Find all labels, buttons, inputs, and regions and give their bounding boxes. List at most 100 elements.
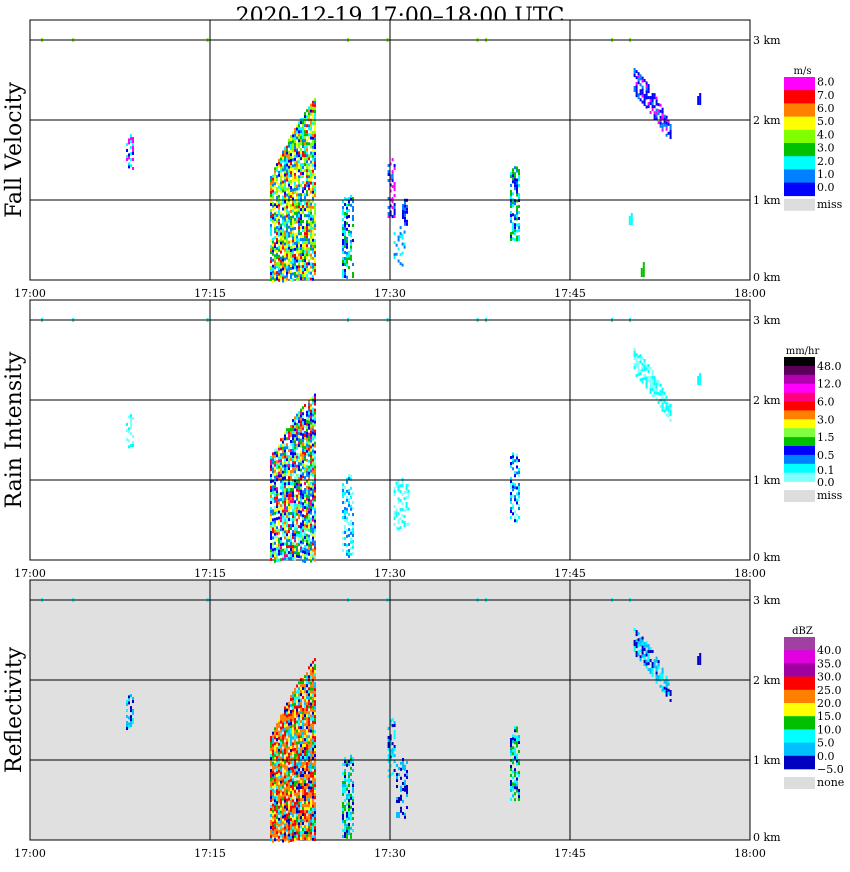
echo-pixel xyxy=(300,157,302,161)
echo-pixel xyxy=(296,527,298,531)
echo-pixel xyxy=(300,759,302,763)
echo-pixel xyxy=(282,270,284,274)
echo-pixel xyxy=(314,119,316,123)
echo-pixel xyxy=(292,736,294,740)
echo-pixel xyxy=(278,811,280,815)
echo-pixel xyxy=(292,805,294,809)
echo-pixel xyxy=(350,805,352,809)
echo-pixel xyxy=(669,699,672,702)
echo-pixel xyxy=(276,508,278,512)
echo-pixel xyxy=(312,533,314,537)
echo-pixel xyxy=(288,815,290,819)
echo-pixel xyxy=(296,232,298,236)
echo-pixel xyxy=(284,245,286,249)
echo-pixel xyxy=(292,443,294,447)
echo-pixel xyxy=(292,817,294,821)
echo-pixel xyxy=(346,495,348,499)
echo-pixel xyxy=(280,543,282,547)
echo-pixel xyxy=(304,831,306,835)
echo-pixel xyxy=(389,204,392,208)
echo-pixel xyxy=(276,517,278,521)
echo-pixel xyxy=(645,659,648,663)
echo-pixel xyxy=(286,509,288,513)
echo-pixel xyxy=(306,765,308,769)
echo-pixel xyxy=(278,793,280,797)
echo-pixel xyxy=(286,247,288,251)
echo-pixel xyxy=(314,489,316,493)
echo-pixel xyxy=(286,792,288,796)
echo-pixel xyxy=(348,775,350,778)
echo-pixel xyxy=(516,501,518,505)
echo-pixel xyxy=(651,665,654,668)
echo-pixel xyxy=(286,774,288,778)
echo-pixel xyxy=(274,218,276,222)
echo-pixel xyxy=(292,422,294,426)
echo-pixel xyxy=(290,216,292,219)
echo-pixel xyxy=(346,489,348,493)
echo-pixel xyxy=(312,169,314,173)
echo-pixel xyxy=(403,509,406,513)
echo-pixel xyxy=(304,452,306,455)
echo-pixel xyxy=(296,244,298,248)
echo-pixel xyxy=(272,521,274,525)
echo-pixel xyxy=(314,453,316,457)
echo-pixel xyxy=(649,382,652,385)
echo-pixel xyxy=(298,807,300,811)
echo-pixel xyxy=(272,812,274,816)
echo-pixel xyxy=(304,193,306,197)
echo-pixel xyxy=(306,169,308,173)
echo-pixel xyxy=(308,115,310,119)
echo-pixel xyxy=(270,835,272,838)
echo-pixel xyxy=(348,549,350,552)
echo-pixel xyxy=(516,762,518,766)
echo-pixel xyxy=(288,506,290,510)
echo-pixel xyxy=(396,779,398,782)
echo-pixel xyxy=(312,696,314,700)
echo-pixel xyxy=(292,832,294,836)
echo-pixel xyxy=(284,458,286,462)
echo-pixel xyxy=(294,449,296,453)
echo-pixel xyxy=(296,521,298,525)
echo-pixel xyxy=(296,142,298,146)
echo-pixel xyxy=(651,105,654,108)
echo-pixel xyxy=(308,250,310,254)
echo-pixel xyxy=(270,245,272,248)
echo-pixel xyxy=(304,422,306,425)
echo-pixel xyxy=(290,276,292,279)
echo-pixel xyxy=(653,379,656,383)
echo-pixel xyxy=(284,721,286,725)
echo-pixel xyxy=(304,792,306,796)
echo-pixel xyxy=(274,263,276,267)
echo-pixel xyxy=(348,784,350,787)
echo-pixel xyxy=(342,820,344,823)
echo-pixel xyxy=(302,130,304,133)
echo-pixel xyxy=(286,750,288,754)
echo-pixel xyxy=(298,540,300,544)
echo-pixel xyxy=(284,470,286,474)
echo-pixel xyxy=(342,269,344,272)
echo-pixel xyxy=(633,643,636,646)
echo-pixel xyxy=(308,543,310,547)
echo-pixel xyxy=(310,154,312,158)
echo-pixel xyxy=(286,783,288,787)
echo-pixel xyxy=(312,485,314,489)
echo-pixel xyxy=(280,729,282,733)
echo-pixel xyxy=(348,197,350,200)
echo-pixel xyxy=(510,486,512,489)
echo-pixel xyxy=(286,813,288,817)
echo-pixel xyxy=(294,271,296,275)
echo-pixel xyxy=(312,774,314,778)
echo-pixel xyxy=(304,157,306,161)
echo-pixel xyxy=(518,474,520,477)
echo-pixel xyxy=(304,497,306,500)
echo-pixel xyxy=(304,470,306,473)
echo-pixel xyxy=(290,776,292,779)
echo-pixel xyxy=(286,262,288,266)
legend-swatch xyxy=(784,365,815,376)
echo-pixel xyxy=(512,740,514,744)
echo-pixel xyxy=(274,451,276,455)
echo-pixel xyxy=(296,684,298,688)
echo-pixel xyxy=(284,521,286,525)
echo-pixel xyxy=(286,500,288,504)
echo-pixel xyxy=(130,432,132,436)
